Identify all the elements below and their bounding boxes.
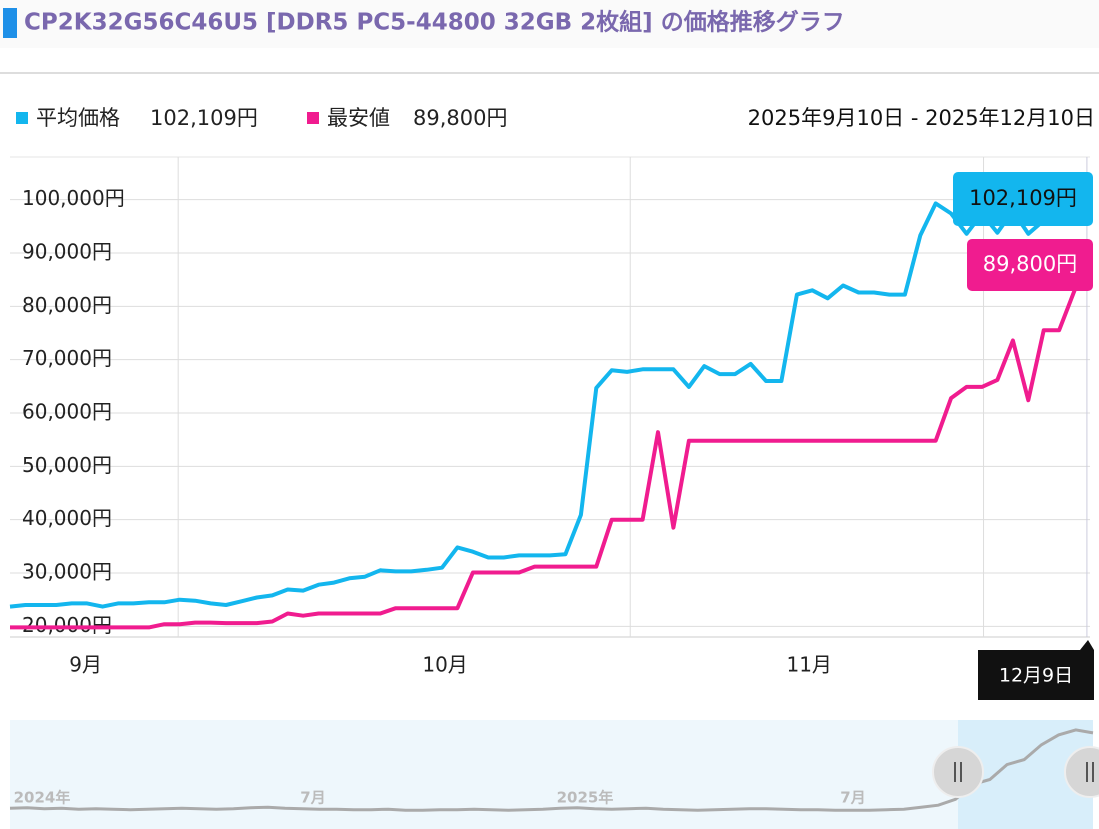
- legend-value: 89,800円: [413, 106, 507, 130]
- navigator-label: 2025年: [557, 789, 614, 807]
- legend-label: 平均価格: [36, 106, 120, 130]
- page-title: CP2K32G56C46U5 [DDR5 PC5-44800 32GB 2枚組]…: [24, 9, 845, 36]
- price-line: [10, 253, 1092, 630]
- y-tick-label: 20,000円: [22, 613, 112, 637]
- navigator-handle[interactable]: [1064, 746, 1099, 798]
- navigator-label: 7月: [300, 789, 325, 807]
- tooltip-box: [967, 239, 1093, 291]
- y-tick-label: 60,000円: [22, 400, 112, 424]
- y-tick-label: 40,000円: [22, 506, 112, 530]
- legend-value: 102,109円: [150, 106, 258, 130]
- x-tick-label: 11月: [786, 653, 831, 677]
- tooltip-box: [953, 172, 1093, 226]
- x-tick-label: 9月: [69, 653, 102, 677]
- tooltip-date: 12月9日: [999, 665, 1073, 687]
- y-tick-label: 30,000円: [22, 560, 112, 584]
- y-tick-label: 100,000円: [22, 186, 125, 210]
- data-label: 89,800円: [983, 252, 1077, 276]
- tooltip-date-arrow: [1080, 640, 1094, 650]
- legend-swatch: [307, 112, 319, 124]
- tooltip-date-box: [978, 650, 1094, 700]
- legend-label: 最安値: [327, 106, 390, 130]
- price-line: [9, 186, 1092, 609]
- title-marker: [3, 8, 17, 38]
- y-tick-label: 80,000円: [22, 293, 112, 317]
- x-tick-label: 10月: [422, 653, 467, 677]
- navigator-label: 2024年: [14, 789, 71, 807]
- legend-swatch: [16, 112, 28, 124]
- y-tick-label: 70,000円: [22, 346, 112, 370]
- date-range: 2025年9月10日 - 2025年12月10日: [748, 106, 1095, 130]
- y-tick-label: 90,000円: [22, 240, 112, 264]
- navigator-line: [9, 728, 1094, 812]
- navigator-label: 7月: [840, 789, 865, 807]
- y-tick-label: 50,000円: [22, 453, 112, 477]
- title-bar: [0, 0, 1099, 48]
- navigator-handle[interactable]: [932, 746, 984, 798]
- navigator-background: [10, 720, 1093, 829]
- data-label: 102,109円: [969, 186, 1077, 210]
